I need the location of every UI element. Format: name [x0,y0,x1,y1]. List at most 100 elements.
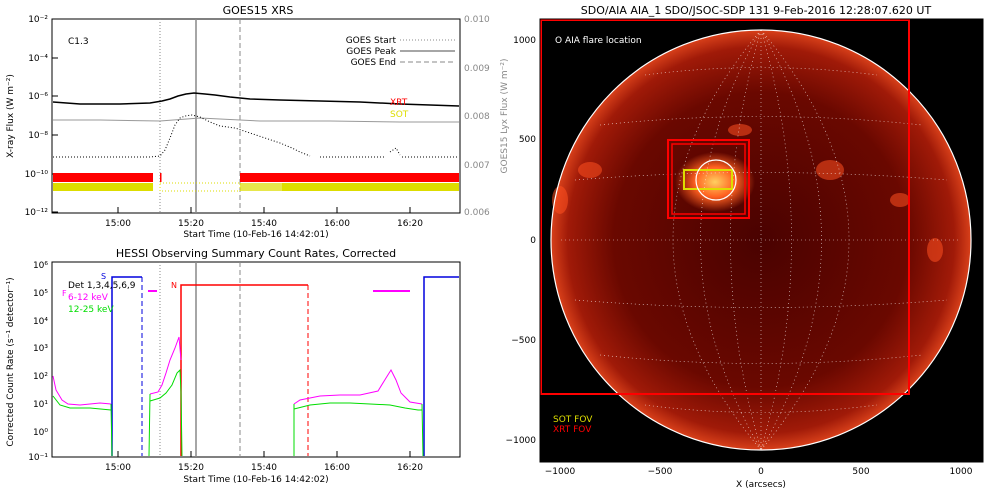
aia-title: SDO/AIA AIA_1 SDO/JSOC-SDP 131 9-Feb-201… [581,4,932,17]
goes-class-label: C1.3 [68,37,89,47]
aia-panel: SDO/AIA AIA_1 SDO/JSOC-SDP 131 9-Feb-201… [506,4,984,490]
goes-ytick-right: 0.007 [464,161,490,171]
aia-xtick: −500 [648,467,673,477]
hessi-ylabel: Corrected Count Rate (s⁻¹ detector⁻¹) [6,277,16,446]
hessi-ytick: 10⁻¹ [28,453,48,463]
goes-short-curve [53,114,311,158]
hessi-xtick: 15:20 [178,463,204,473]
goes-ylabel-right: GOES15 Lyx Flux (W m⁻²) [500,59,510,174]
aia-ytick: 0 [530,236,536,246]
hessi-ytick: 10¹ [33,400,48,410]
saa-marker-blue [111,276,142,456]
hessi-letter-f: F [62,289,67,298]
goes-ytick: 10⁻¹⁰ [25,170,49,180]
aia-flare-location-circle [695,159,737,201]
aia-flare-label: O AIA flare location [555,36,642,46]
aia-x-ticks: −1000 −500 0 500 1000 [545,467,973,477]
hessi-ytick: 10⁵ [33,289,48,299]
aia-frame [539,18,984,463]
saa-marker-blue-right [423,276,459,456]
hessi-ytick: 10⁴ [33,317,48,327]
hessi-x-ticks: 15:00 15:20 15:40 16:00 16:20 [105,463,423,473]
hessi-legend-6-12: 6-12 keV [68,293,109,303]
hessi-x-tickmarks [117,451,411,457]
aia-xtick: 0 [758,467,764,477]
goes-short-curve-tail [320,147,459,158]
sot-fov-box [683,169,733,190]
hessi-xtick: 16:20 [397,463,423,473]
goes-xlabel: Start Time (10-Feb-16 14:42:01) [183,230,328,240]
goes-xtick: 15:00 [105,219,131,229]
goes-legend: GOES Start GOES Peak GOES End [346,36,455,68]
aia-ytick: −1000 [506,436,537,446]
goes-x-ticks: 15:00 15:20 15:40 16:00 16:20 [105,219,423,229]
hessi-title: HESSI Observing Summary Count Rates, Cor… [116,247,396,260]
goes-ytick-right: 0.010 [464,15,490,25]
hessi-ytick: 10³ [33,344,48,354]
goes-ytick: 10⁻⁴ [28,54,48,64]
hessi-plot-frame [51,261,461,458]
legend-goes-start: GOES Start [346,36,397,46]
hessi-y-ticks: 10⁶ 10⁵ 10⁴ 10³ 10² 10¹ 10⁰ 10⁻¹ [28,261,48,463]
xrt-fov-box-small [667,139,750,219]
aia-xtick: 500 [852,467,869,477]
hessi-det-label: Det 1,3,4,5,6,9 [68,281,136,291]
goes-ytick-right: 0.009 [464,64,490,74]
hessi-xlabel: Start Time (10-Feb-16 14:42:02) [183,475,328,485]
xrt-coverage-bar [53,173,459,182]
flare-region-glow [675,152,755,212]
hessi-xtick: 15:40 [251,463,277,473]
legend-goes-peak: GOES Peak [346,47,396,57]
goes-lyx-curve [53,117,459,123]
hessi-ytick: 10⁶ [33,261,48,271]
goes-ytick: 10⁻⁶ [28,92,48,102]
xrt-fov-label: XRT FOV [553,425,592,435]
solar-limb [550,29,972,451]
hessi-panel: HESSI Observing Summary Count Rates, Cor… [6,247,461,485]
goes-title: GOES15 XRS [223,4,294,17]
night-marker-red [180,284,308,456]
legend-goes-end: GOES End [351,58,396,68]
goes-plot-frame [51,18,461,214]
aia-xlabel: X (arcsecs) [736,480,786,490]
goes-xtick: 15:40 [251,219,277,229]
aia-ytick: 500 [519,135,536,145]
hessi-letter-s: S [101,272,106,281]
goes-ytick-right: 0.006 [464,208,490,218]
aia-ytick: 1000 [513,36,536,46]
goes-ytick: 10⁻¹² [25,208,49,218]
hessi-ytick: 10² [33,372,48,382]
xrt-fov-box-large [540,19,910,395]
goes-ylabel-left: X-ray Flux (W m⁻²) [6,74,16,158]
hessi-xtick: 15:00 [105,463,131,473]
goes-ytick-right: 0.008 [464,112,490,122]
goes-x-tickmarks [117,207,411,213]
sot-label: SOT [390,110,409,120]
aia-y-ticks: 1000 500 0 −500 −1000 [506,36,537,446]
hessi-6-12kev-curve [52,336,423,406]
aia-ytick: −500 [511,336,536,346]
hessi-12-25kev-curve [52,368,422,411]
xrt-fov-box-inner [671,143,746,215]
goes-ytick: 10⁻² [28,15,48,25]
goes-y-right-ticks: 0.010 0.009 0.008 0.007 0.006 [464,15,490,218]
goes-long-curve [52,92,460,107]
aia-xtick: 1000 [950,467,973,477]
hessi-xtick: 16:00 [324,463,350,473]
hessi-legend-12-25: 12-25 keV [68,305,114,315]
goes-xtick: 15:20 [178,219,204,229]
hessi-letter-n: N [171,281,177,290]
sot-coverage-bar [53,182,459,192]
goes-y-left-ticks: 10⁻² 10⁻⁴ 10⁻⁶ 10⁻⁸ 10⁻¹⁰ 10⁻¹² [25,15,49,218]
goes-xtick: 16:00 [324,219,350,229]
hessi-drop-lines [110,391,424,457]
goes-ytick: 10⁻⁸ [28,131,48,141]
xrt-label: XRT [390,98,408,108]
sot-fov-label: SOT FOV [553,415,593,425]
sun-grid [561,29,961,451]
goes-panel: GOES15 XRS 10⁻² 10⁻⁴ 10⁻⁶ 10⁻⁸ 10⁻¹⁰ 10⁻… [6,4,510,240]
aia-xtick: −1000 [545,467,576,477]
goes-xtick: 16:20 [397,219,423,229]
hessi-ytick: 10⁰ [33,428,48,438]
